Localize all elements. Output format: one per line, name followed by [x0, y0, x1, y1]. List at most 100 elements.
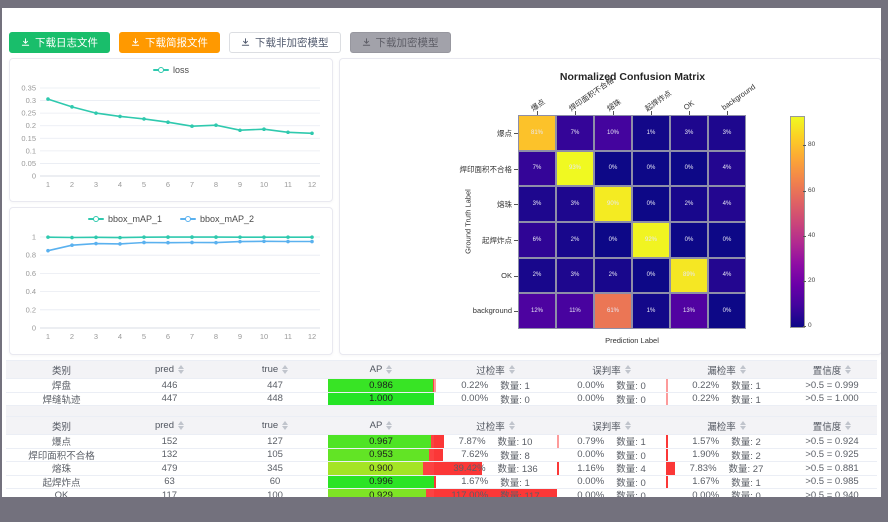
rate-bar [557, 462, 559, 475]
column-header-误判率: 误判率 [557, 417, 666, 434]
axis-tick [514, 311, 518, 313]
ap-remainder-bar [423, 462, 434, 475]
data-point [70, 105, 74, 109]
confusion-cell: 2% [518, 257, 556, 294]
confusion-cell: 0% [708, 293, 746, 329]
axis-tick [689, 111, 690, 115]
legend-item-loss[interactable]: loss [152, 65, 189, 75]
data-point [190, 240, 194, 245]
column-header-label: 漏检率 [707, 421, 736, 433]
y-tick-label: 0.35 [21, 84, 36, 93]
axis-tick [514, 168, 518, 170]
colorbar-tick-label: 40 [808, 231, 816, 239]
confusion-cell: 4% [708, 257, 746, 294]
button-label: 下载简报文件 [145, 37, 208, 49]
data-point [94, 111, 98, 115]
data-point [310, 131, 314, 136]
column-header-过检率: 过检率 [434, 361, 557, 378]
map-line-chart: 00.20.40.60.811 2 3 4 5 6 7 8 9 10 11 12 [26, 233, 320, 341]
rate-count: 数量: 2 [731, 437, 761, 448]
rate-count: 数量: 1 [616, 437, 646, 448]
data-point [142, 117, 146, 121]
column-header-label: AP [369, 364, 383, 375]
legend-marker-icon [87, 216, 104, 222]
rate-text: 0.79% 数量: 1 [577, 435, 646, 448]
sort-icon[interactable] [178, 365, 184, 374]
rate-bar [434, 489, 557, 497]
download-button-2[interactable]: 下载简报文件 [119, 32, 220, 53]
column-header-label: 置信度 [812, 421, 842, 433]
confidence-cell: >0.5 = 0.925 [805, 449, 859, 461]
confusion-cell: 0% [632, 150, 670, 187]
sort-icon[interactable] [624, 365, 631, 374]
column-header-置信度: 置信度 [787, 417, 877, 434]
table-row: 爆点 152 127 0.967 7.87% 数量: 10 0.79% 数量: 1 1.57% 数… [6, 435, 877, 449]
sort-icon[interactable] [845, 365, 852, 374]
column-header-漏检率: 漏检率 [666, 417, 787, 434]
column-header-置信度: 置信度 [787, 361, 877, 378]
category-cell: 起焊炸点 [42, 477, 81, 488]
sort-icon[interactable] [845, 421, 852, 430]
sort-icon[interactable] [282, 365, 289, 374]
sort-icon[interactable] [386, 365, 393, 374]
pred-cell: 132 [161, 449, 178, 461]
ap-bar [328, 462, 424, 475]
download-button-3[interactable]: 下载非加密模型 [229, 32, 341, 53]
ap-value: 0.953 [369, 449, 393, 461]
sort-icon[interactable] [739, 365, 746, 374]
rate-cell-miss: 1.67% 数量: 1 [666, 475, 787, 488]
legend-item-bbox_mAP_1[interactable]: bbox_mAP_1 [87, 214, 162, 224]
ap-cell: 0.996 [328, 475, 434, 488]
confusion-cell: 0% [708, 222, 746, 258]
category-cell: 爆点 [51, 437, 71, 448]
rate-count: 数量: 0 [616, 381, 646, 392]
confusion-cell: 2% [556, 222, 594, 258]
confidence-cell: >0.5 = 0.940 [805, 489, 859, 497]
ap-bar [328, 435, 431, 448]
confusion-cell: 1% [632, 115, 670, 151]
sort-icon[interactable] [178, 421, 184, 430]
colorbar-tick [803, 145, 806, 147]
column-header-pred: pred [117, 361, 222, 378]
sort-icon[interactable] [386, 421, 393, 430]
sort-icon[interactable] [739, 421, 746, 430]
x-tick-label: 6 [166, 180, 170, 189]
ap-remainder-bar [426, 489, 434, 497]
data-point [46, 248, 50, 253]
sort-icon[interactable] [508, 421, 515, 430]
pred-cell: 479 [161, 462, 178, 474]
rate-count: 数量: 27 [728, 464, 764, 475]
column-header-label: 类别 [51, 365, 71, 377]
rate-pct: 0.22% [461, 379, 489, 391]
pred-cell: 447 [161, 393, 178, 405]
download-button-4[interactable]: 下载加密模型 [349, 32, 451, 53]
x-tick-label: 9 [238, 332, 242, 341]
legend-item-bbox_mAP_2[interactable]: bbox_mAP_2 [180, 214, 254, 224]
confusion-matrix-ylabel: Ground Truth Label [463, 189, 473, 254]
confusion-cell: 0% [632, 186, 670, 222]
rate-cell-mis: 0.00% 数量: 0 [557, 393, 666, 405]
data-point [214, 240, 218, 245]
column-header-AP: AP [328, 361, 434, 378]
rate-count: 数量: 0 [616, 491, 646, 497]
x-tick-label: 3 [94, 332, 98, 341]
loss-chart-card: loss 0 0.05 0.1 0.15 0.2 0.25 0.3 0.35 1 2 3 4 5 6 7 8 9… [9, 58, 333, 202]
table-row: 焊印面积不合格 132 105 0.953 7.62% 数量: 8 0.00% 数量: 0 1.… [6, 448, 877, 462]
download-button-1[interactable]: 下载日志文件 [9, 32, 110, 53]
loss-line-chart: 00.050.10.150.20.250.30.351 2 3 4 5 6 7 8 9 10 11 1… [21, 84, 320, 189]
sort-icon[interactable] [624, 421, 631, 430]
x-tick-label: 8 [214, 180, 218, 189]
pred-cell: 446 [161, 379, 178, 391]
sort-icon[interactable] [508, 365, 515, 374]
rate-text: 1.57% 数量: 2 [692, 435, 761, 448]
data-point [286, 235, 290, 239]
confusion-cell: 0% [594, 222, 632, 258]
sort-icon[interactable] [282, 421, 289, 430]
column-header-label: 置信度 [812, 365, 842, 377]
confusion-cell: 6% [518, 222, 556, 258]
rate-cell-miss: 1.90% 数量: 2 [666, 448, 787, 461]
confusion-cell: 3% [518, 186, 556, 222]
rate-text: 0.00% 数量: 0 [577, 393, 646, 405]
column-header-label: pred [154, 420, 174, 431]
